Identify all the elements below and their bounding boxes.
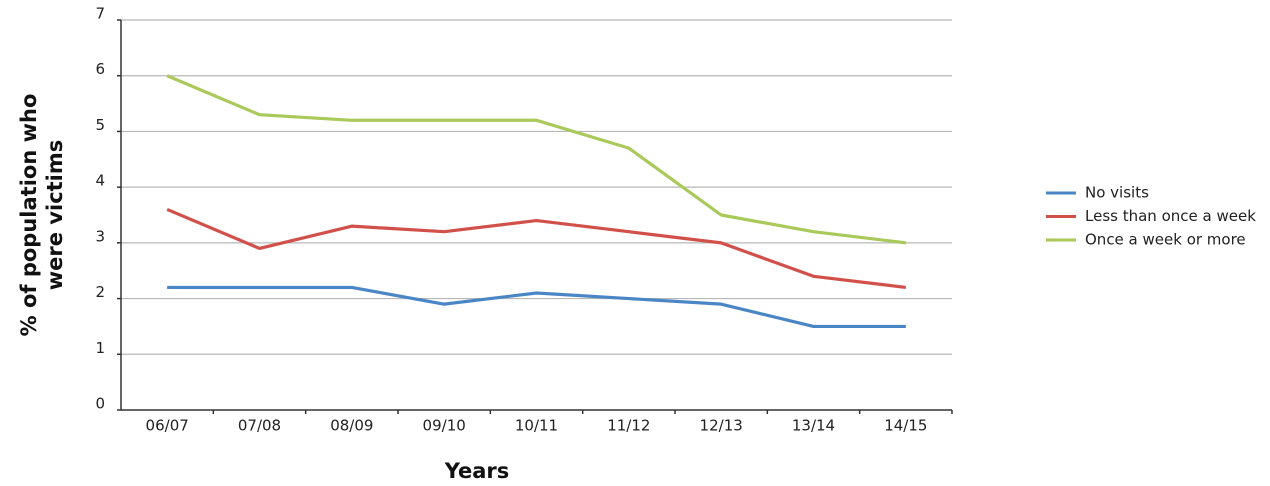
y-tick-label: 5	[95, 116, 105, 134]
x-tick-label: 12/13	[700, 417, 743, 435]
series-line	[167, 285, 906, 329]
x-tick-label: 08/09	[330, 417, 373, 435]
y-axis-label: % of population who	[17, 94, 41, 337]
x-tick-label: 11/12	[607, 417, 650, 435]
y-tick-label: 4	[95, 172, 105, 190]
y-tick-label: 0	[95, 395, 105, 413]
x-tick-label: 07/08	[238, 417, 281, 435]
x-axis-label: Years	[444, 459, 510, 483]
legend-label: No visits	[1085, 184, 1149, 202]
legend-label: Once a week or more	[1085, 231, 1246, 249]
x-tick-label: 06/07	[146, 417, 189, 435]
x-tick-label: 14/15	[884, 417, 927, 435]
x-tick-label: 13/14	[792, 417, 835, 435]
y-tick-label: 3	[95, 227, 105, 245]
y-tick-label: 7	[95, 5, 105, 23]
y-axis-label: were victims	[43, 140, 67, 291]
x-tick-label: 09/10	[423, 417, 466, 435]
y-tick-label: 6	[95, 60, 105, 78]
series-line	[166, 207, 907, 290]
y-tick-label: 2	[95, 283, 105, 301]
legend-label: Less than once a week	[1085, 207, 1256, 225]
x-tick-label: 10/11	[515, 417, 558, 435]
y-tick-label: 1	[95, 339, 105, 357]
series-line	[166, 74, 907, 245]
